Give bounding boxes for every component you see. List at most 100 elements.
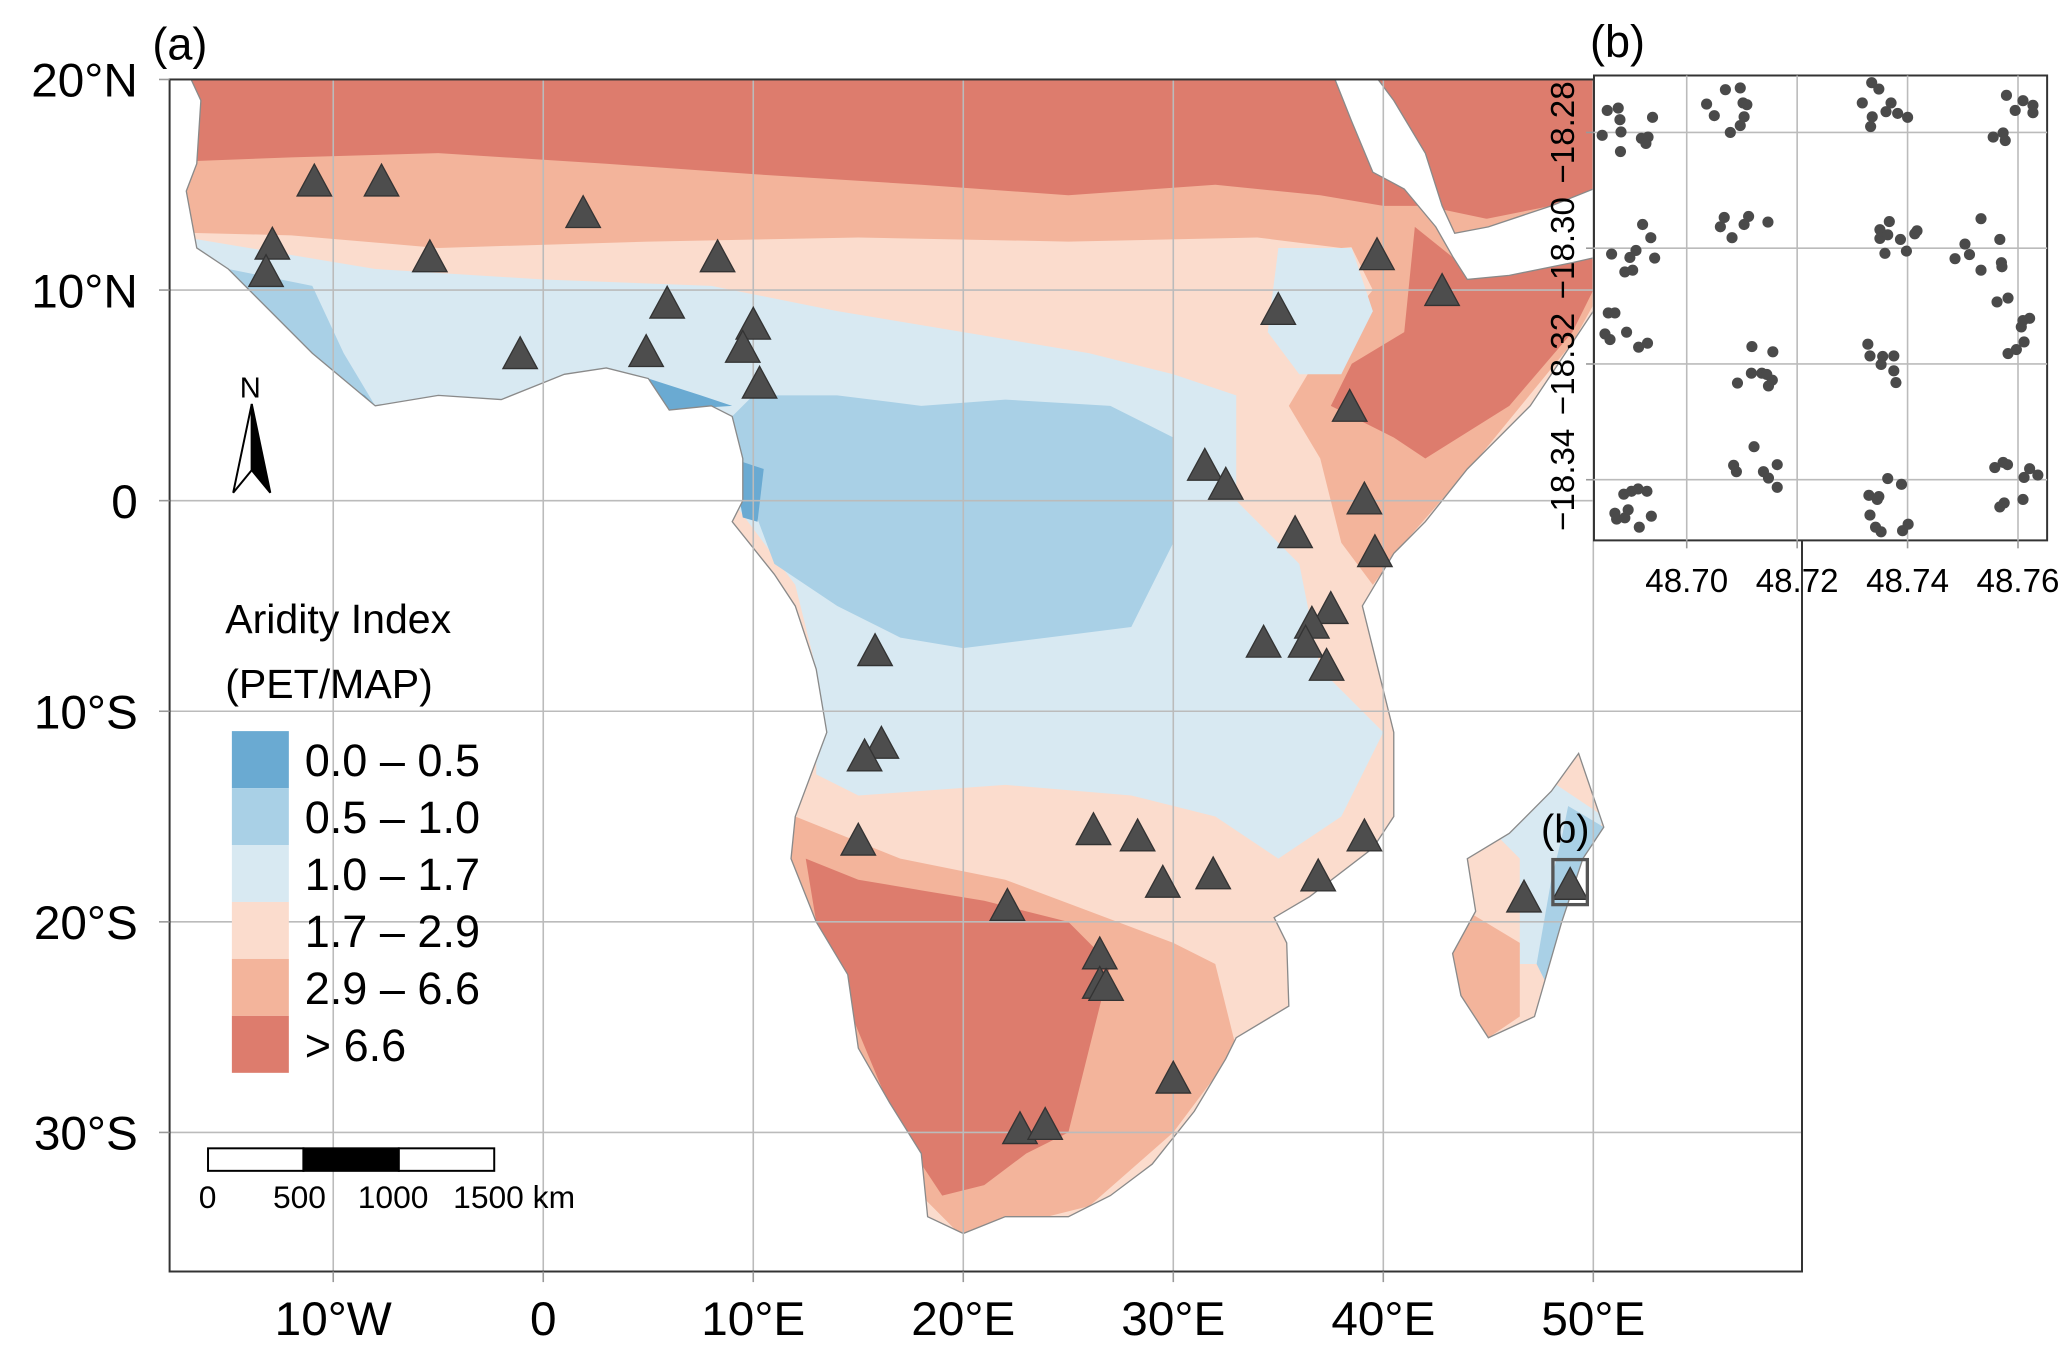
inset-point [1724,126,1736,139]
site-triangle-marker [1308,647,1345,681]
inset-point [1882,229,1894,241]
inset-point [1645,232,1657,244]
site-triangle-marker [1154,1059,1192,1094]
inset-x-tick-label: 48.74 [1866,563,1949,600]
lon-tick-label: 10°W [275,1293,392,1346]
site-triangle-marker [1299,857,1337,892]
inset-point [1871,493,1883,506]
inset-y-tick-label: −18.34 [1545,429,1582,531]
inset-point [1875,526,1887,538]
inset-point [1627,264,1639,276]
site-triangle-marker [1346,817,1383,852]
inset-point [1601,104,1613,117]
inset-x-tick-label: 48.72 [1756,563,1839,600]
inset-point [1888,365,1900,377]
site-triangle-marker [1075,811,1112,846]
aridity-class-0.0-0.5-niger-delta [648,378,733,411]
legend-label: 0.5 – 1.0 [305,792,480,843]
inset-point [2032,469,2044,481]
inset-point [1741,99,1753,111]
inset-x-tick-label: 48.76 [1977,563,2060,600]
site-triangle-marker [1331,388,1369,422]
site-triangle-marker [1551,866,1589,900]
site-triangle-marker [1001,1110,1039,1145]
inset-point [1987,131,1999,143]
inset-point [1633,341,1645,353]
map-frame [168,78,1803,1273]
inset-points [1596,77,2044,538]
inset-point [1745,367,1757,379]
inset-point [1890,376,1902,389]
inset-point [1624,251,1636,264]
inset-y-tick-label: −18.32 [1545,313,1582,415]
inset-point [1748,441,1760,453]
site-triangle-marker [1346,480,1383,515]
inset-point [2002,347,2014,360]
site-triangle-marker [1119,817,1156,852]
inset-point [1949,253,1961,265]
inset-point [1996,261,2008,273]
study-sites [247,162,1589,1145]
inset-point [1719,84,1731,96]
inset-point [1998,497,2010,509]
inset-point [1609,307,1621,319]
inset-point [1975,264,1987,276]
aridity-class-over-6.6-horn [1330,226,1615,459]
inset-point [2002,292,2014,304]
site-triangle-marker [411,238,449,273]
inset-point [2017,493,2029,506]
scale-label-1000: 1000 [358,1179,429,1215]
inset-frame [1592,74,2049,542]
inset-point [1864,509,1876,521]
inset-locator-label: (b) [1541,807,1590,851]
inset-point [2010,343,2022,356]
site-triangle-marker [1356,533,1394,568]
panel-b-label: (b) [1590,16,1645,67]
site-triangle-marker [648,284,686,319]
scale-label-500: 500 [273,1179,326,1215]
site-triangle-marker [699,238,736,273]
inset-point [2000,89,2013,101]
site-triangle-marker [1312,590,1350,625]
inset-panel-b: 48.70 48.72 48.74 48.76 −18.28 −18.30 −18.32 −1… [1545,74,2060,600]
lon-tick-label: 10°E [701,1293,805,1346]
inset-point [1708,110,1720,122]
aridity-class-2.9-6.6-madagascar [1452,911,1520,1038]
inset-y-tick-label: −18.28 [1545,81,1582,183]
inset-point [1726,232,1738,244]
legend-swatch [231,731,289,789]
inset-point [1645,510,1657,522]
site-triangle-marker [363,162,400,197]
map-axis-labels: 20°N 10°N 0 10°S 20°S 30°S 10°W 0 10°E 20°E 30°E 40… [31,55,1645,1346]
legend-label: 1.0 – 1.7 [305,849,480,900]
inset-point [1894,233,1907,246]
inset-point [1714,221,1726,233]
legend-swatch [231,901,289,959]
inset-point [1604,334,1616,346]
inset-point [1863,489,1875,501]
site-triangle-marker [1358,236,1396,271]
inset-point [1746,341,1758,353]
site-triangle-marker [1207,465,1245,500]
inset-point [1888,350,1900,362]
inset-point [1866,111,1878,123]
lon-tick-label: 40°E [1331,1293,1435,1346]
inset-point [1991,296,2003,308]
inset-point [1900,245,1912,257]
lat-tick-label: 10°N [31,265,138,318]
site-triangle-marker [247,253,285,288]
inset-point [1771,459,1783,471]
inset-point [1632,483,1644,495]
inset-point [2015,321,2027,333]
aridity-class-0.5-1.0-guinea [228,269,376,406]
legend-label: > 6.6 [305,1020,406,1071]
scale-label-1500: 1500 km [453,1179,575,1215]
inset-point [1885,97,1897,109]
site-triangle-marker [295,162,333,197]
inset-point [1895,478,1908,490]
site-triangle-marker [1144,864,1182,898]
lat-tick-label: 20°N [31,55,138,108]
inset-point [1875,358,1887,371]
inset-point [1619,512,1631,524]
lat-tick-label: 0 [111,476,138,529]
